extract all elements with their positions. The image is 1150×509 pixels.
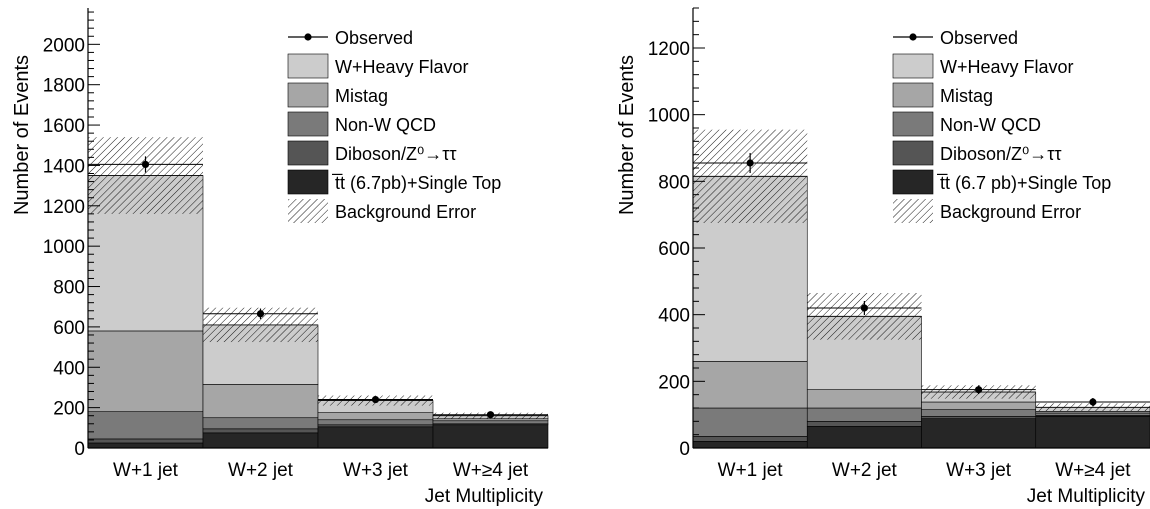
legend-label: Observed — [940, 28, 1018, 48]
legend-label: W+Heavy Flavor — [940, 57, 1074, 77]
y-tick-label: 200 — [658, 372, 690, 393]
legend-label: Mistag — [335, 86, 388, 106]
y-tick-label: 800 — [53, 278, 85, 299]
y-tick-label: 1000 — [648, 106, 690, 127]
legend-label: Background Error — [335, 202, 476, 222]
y-tick-label: 600 — [658, 239, 690, 260]
legend-swatch — [287, 140, 329, 166]
legend-label: Observed — [335, 28, 413, 48]
y-tick-label: 1000 — [43, 237, 85, 258]
x-tick-label: W+≥4 jet — [453, 460, 529, 481]
observed-point — [371, 395, 380, 404]
legend-observed-marker — [304, 33, 312, 41]
bar-segment — [432, 424, 549, 449]
x-tick-label: W+1 jet — [113, 460, 179, 481]
legend-swatch — [892, 169, 934, 195]
legend-swatch — [287, 169, 329, 195]
left-chart-panel: W+1 jet W+2 jet W+3 jet W+≥4 jet 0 200 400 600 8… — [11, 8, 549, 507]
observed-point — [486, 411, 495, 419]
y-tick-label: 200 — [53, 399, 85, 420]
legend-label: Non-W QCD — [940, 115, 1041, 135]
y-tick-label: 2000 — [43, 35, 85, 56]
legend-swatch-hatch — [288, 199, 328, 223]
bar-segment — [317, 419, 434, 426]
bar-segment — [87, 411, 204, 440]
y-tick-label: 1400 — [43, 156, 85, 177]
observed-point — [746, 159, 754, 167]
legend-swatch — [892, 111, 934, 137]
bar-segment — [806, 389, 922, 409]
y-tick-label: 0 — [74, 439, 85, 460]
bar-segment — [317, 426, 434, 449]
bar-segment — [202, 384, 319, 419]
legend-swatch — [287, 53, 329, 79]
legend-label: Diboson/Z⁰→ττ — [335, 144, 456, 164]
y-tick-label: 0 — [679, 439, 690, 460]
bar-segment — [317, 412, 434, 421]
bar-segment — [87, 330, 204, 412]
y-tick-label: 600 — [53, 318, 85, 339]
y-tick-label: 1800 — [43, 76, 85, 97]
bar-segment — [317, 424, 434, 428]
bar-segment — [692, 361, 808, 409]
bar-segment — [921, 416, 1037, 419]
y-tick-label: 1600 — [43, 116, 85, 137]
legend-label: W+Heavy Flavor — [335, 57, 469, 77]
observed-point — [860, 304, 868, 312]
bar-segment — [921, 418, 1037, 449]
x-axis-title: Jet Multiplicity — [425, 486, 544, 507]
x-tick-label: W+1 jet — [718, 460, 784, 481]
bar-segment — [806, 407, 922, 422]
legend-label: Diboson/Z⁰→ττ — [940, 144, 1061, 164]
observed-point — [1089, 398, 1097, 406]
bar-segment — [806, 426, 922, 449]
y-tick-label: 400 — [53, 358, 85, 379]
observed-point — [141, 160, 150, 169]
y-axis-title: Number of Events — [616, 55, 638, 215]
x-axis-title: Jet Multiplicity — [1027, 486, 1146, 507]
bar-segment — [202, 417, 319, 430]
legend-label: Non-W QCD — [335, 115, 436, 135]
legend-observed-marker — [909, 33, 917, 41]
observed-point — [256, 310, 265, 318]
bar-segment — [921, 409, 1037, 417]
x-tick-label: W+≥4 jet — [1055, 460, 1131, 481]
bar-segment — [87, 438, 204, 444]
legend-swatch — [892, 82, 934, 108]
bar-segment — [1035, 416, 1150, 449]
bar-segment — [1035, 412, 1150, 416]
legend-label: Background Error — [940, 202, 1081, 222]
y-tick-label: 400 — [658, 306, 690, 327]
legend-label: t̅t (6.7 pb)+Single Top — [936, 173, 1111, 193]
x-tick-label: W+2 jet — [832, 460, 898, 481]
legend-swatch — [892, 140, 934, 166]
bar-segment — [202, 428, 319, 434]
bar-segment — [921, 401, 1037, 410]
x-tick-label: W+3 jet — [946, 460, 1012, 481]
bar-segment — [87, 442, 204, 449]
y-axis-title: Number of Events — [11, 55, 33, 215]
y-tick-label: 1200 — [43, 197, 85, 218]
observed-point — [975, 386, 983, 394]
legend-swatch — [287, 111, 329, 137]
y-tick-label: 1200 — [648, 39, 690, 60]
bar-segment — [692, 436, 808, 442]
legend-swatch — [287, 82, 329, 108]
bar-segment — [806, 421, 922, 427]
bar-segment — [692, 441, 808, 449]
y-tick-label: 800 — [658, 172, 690, 193]
bar-segment — [202, 432, 319, 449]
right-chart-panel: W+1 jet W+2 jet W+3 jet W+≥4 jet 0 200 400 600 8… — [616, 7, 1150, 507]
legend-swatch — [892, 53, 934, 79]
legend-swatch-hatch — [893, 199, 933, 223]
bar-segment — [432, 420, 549, 425]
x-tick-label: W+3 jet — [343, 460, 409, 481]
x-tick-label: W+2 jet — [228, 460, 294, 481]
bar-segment — [432, 418, 549, 422]
legend-label: t̅t (6.7pb)+Single Top — [331, 173, 501, 193]
legend-label: Mistag — [940, 86, 993, 106]
bar-segment — [692, 407, 808, 437]
